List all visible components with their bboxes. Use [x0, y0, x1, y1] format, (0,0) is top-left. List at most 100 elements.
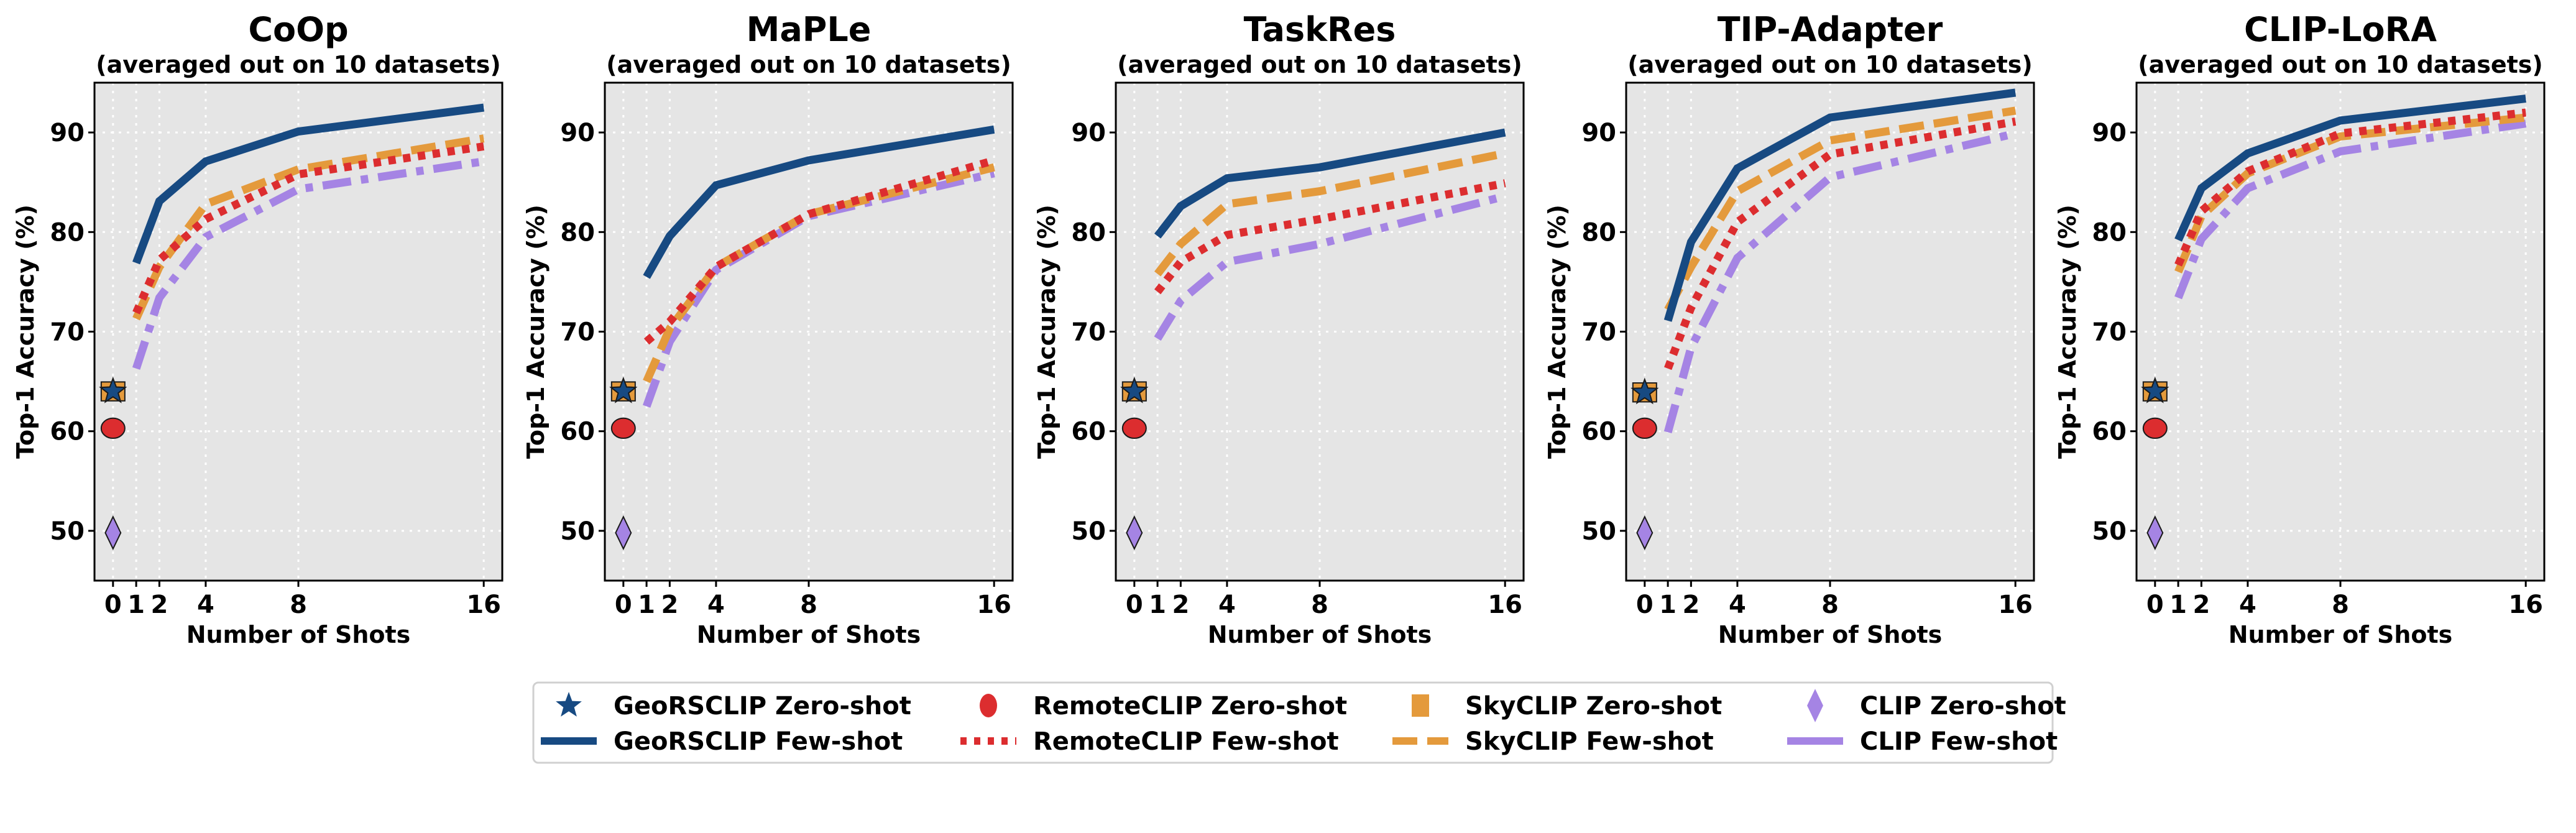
series-line-remoteclip [132, 142, 485, 315]
y-tick-label: 70 [50, 318, 85, 347]
zero-shot-markers [609, 376, 638, 551]
legend-label: GeoRSCLIP Few-shot [614, 727, 903, 756]
y-tick-label: 50 [2092, 517, 2127, 546]
y-tick-label: 60 [50, 418, 85, 446]
series-lines [642, 125, 996, 408]
series-lines [132, 103, 485, 370]
series-line-georsclip [2174, 94, 2526, 242]
panel-subtitle: (averaged out on 10 datasets) [96, 51, 501, 78]
x-tick-label: 2 [1172, 591, 1189, 619]
panel-tip-adapter: TIP-Adapter(averaged out on 10 datasets)… [1543, 10, 2035, 648]
x-tick-label: 2 [1682, 591, 1700, 619]
x-tick-label: 4 [1729, 591, 1746, 619]
x-tick-label: 4 [707, 591, 725, 619]
x-axis: 0 1 2 4 8 16 Number of Shots [1126, 581, 1522, 648]
x-tick-label: 1 [127, 591, 145, 619]
y-tick-label: 50 [560, 517, 595, 546]
series-line-georsclip [1663, 88, 2017, 322]
y-tick-label: 50 [1071, 517, 1106, 546]
panel-subtitle: (averaged out on 10 datasets) [1627, 51, 2033, 78]
series-line-skyclip [1154, 149, 1506, 277]
y-tick-label: 80 [2092, 218, 2127, 247]
grid [2137, 83, 2544, 581]
legend-label: RemoteCLIP Zero-shot [1033, 692, 1347, 720]
series-line-clip [132, 157, 485, 370]
panel-maple: MaPLe(averaged out on 10 datasets) 0 1 2 4 8 1… [522, 10, 1014, 648]
y-tick-label: 60 [560, 418, 595, 446]
y-axis: 50 60 70 80 90 Top-1 Accuracy (%) [12, 119, 94, 546]
y-tick-label: 70 [1071, 318, 1106, 347]
series-line-remoteclip [2174, 108, 2526, 267]
x-axis-label: Number of Shots [186, 621, 411, 648]
series-line-georsclip [132, 103, 485, 265]
panel-subtitle: (averaged out on 10 datasets) [2138, 51, 2543, 78]
x-tick-label: 8 [290, 591, 307, 619]
y-tick-label: 90 [50, 119, 85, 147]
x-tick-label: 0 [615, 591, 632, 619]
x-tick-label: 0 [1636, 591, 1654, 619]
y-tick-label: 90 [1071, 119, 1106, 147]
x-axis: 0 1 2 4 8 16 Number of Shots [2146, 581, 2543, 648]
x-tick-label: 8 [1311, 591, 1328, 619]
y-tick-label: 70 [2092, 318, 2127, 347]
series-line-remoteclip [643, 156, 996, 345]
y-tick-label: 80 [1071, 218, 1106, 247]
zero-shot-marker-remoteclip [100, 417, 126, 440]
zero-shot-markers [1120, 376, 1149, 551]
x-tick-label: 4 [1218, 591, 1236, 619]
x-tick-label: 8 [800, 591, 817, 619]
legend-item-georsclip-zero-shot: GeoRSCLIP Zero-shot [556, 692, 911, 720]
zero-shot-marker-georsclip [2141, 376, 2169, 403]
legend-marker-circle-icon [980, 694, 997, 717]
series-lines [1663, 88, 2017, 434]
panel-coop: CoOp(averaged out on 10 datasets) 0 1 2 4 8 16… [12, 10, 504, 648]
y-tick-label: 90 [2092, 119, 2127, 147]
zero-shot-marker-georsclip [99, 376, 127, 403]
zero-shot-marker-clip [104, 515, 122, 551]
y-tick-label: 50 [50, 517, 85, 546]
panel-title: MaPLe [747, 10, 872, 49]
zero-shot-marker-georsclip [609, 376, 638, 403]
x-tick-label: 4 [2239, 591, 2256, 619]
x-tick-label: 2 [661, 591, 678, 619]
x-axis: 0 1 2 4 8 16 Number of Shots [615, 581, 1011, 648]
y-axis-label: Top-1 Accuracy (%) [1543, 205, 1571, 459]
x-tick-label: 0 [2146, 591, 2164, 619]
legend-item-skyclip-zero-shot: SkyCLIP Zero-shot [1412, 692, 1722, 720]
legend-item-remoteclip-zero-shot: RemoteCLIP Zero-shot [980, 692, 1347, 720]
panel-taskres: TaskRes(averaged out on 10 datasets) 0 1 2 4… [1033, 10, 1525, 648]
legend-label: RemoteCLIP Few-shot [1033, 727, 1339, 756]
series-lines [2174, 94, 2527, 300]
x-tick-label: 8 [2332, 591, 2349, 619]
zero-shot-markers [1631, 377, 1659, 551]
zero-shot-marker-georsclip [1631, 377, 1659, 405]
legend-item-remoteclip-few-shot: RemoteCLIP Few-shot [960, 727, 1339, 756]
panel-title: TaskRes [1244, 10, 1396, 49]
legend-label: CLIP Few-shot [1860, 727, 2058, 756]
series-lines [1154, 128, 1506, 341]
x-tick-label: 8 [1821, 591, 1839, 619]
zero-shot-markers [99, 376, 127, 551]
zero-shot-marker-remoteclip [1121, 417, 1147, 440]
y-tick-label: 70 [1581, 318, 1616, 347]
y-axis: 50 60 70 80 90 Top-1 Accuracy (%) [1543, 119, 1626, 546]
series-line-clip [642, 169, 995, 408]
panel-title: CLIP-LoRA [2244, 10, 2437, 49]
y-axis-label: Top-1 Accuracy (%) [522, 205, 550, 459]
legend-item-clip-zero-shot: CLIP Zero-shot [1807, 689, 2066, 722]
x-tick-label: 1 [638, 591, 655, 619]
x-tick-label: 0 [1126, 591, 1143, 619]
y-axis-label: Top-1 Accuracy (%) [2054, 205, 2081, 459]
legend-label: CLIP Zero-shot [1860, 692, 2066, 720]
series-line-georsclip [643, 125, 995, 279]
series-line-skyclip [643, 163, 995, 384]
y-tick-label: 80 [50, 218, 85, 247]
grid [605, 83, 1013, 581]
y-tick-label: 80 [1581, 218, 1616, 247]
y-tick-label: 80 [560, 218, 595, 247]
zero-shot-marker-remoteclip [2142, 417, 2168, 440]
y-axis-label: Top-1 Accuracy (%) [12, 205, 39, 459]
legend-marker-square-icon [1412, 694, 1429, 717]
series-line-georsclip [1154, 128, 1506, 239]
